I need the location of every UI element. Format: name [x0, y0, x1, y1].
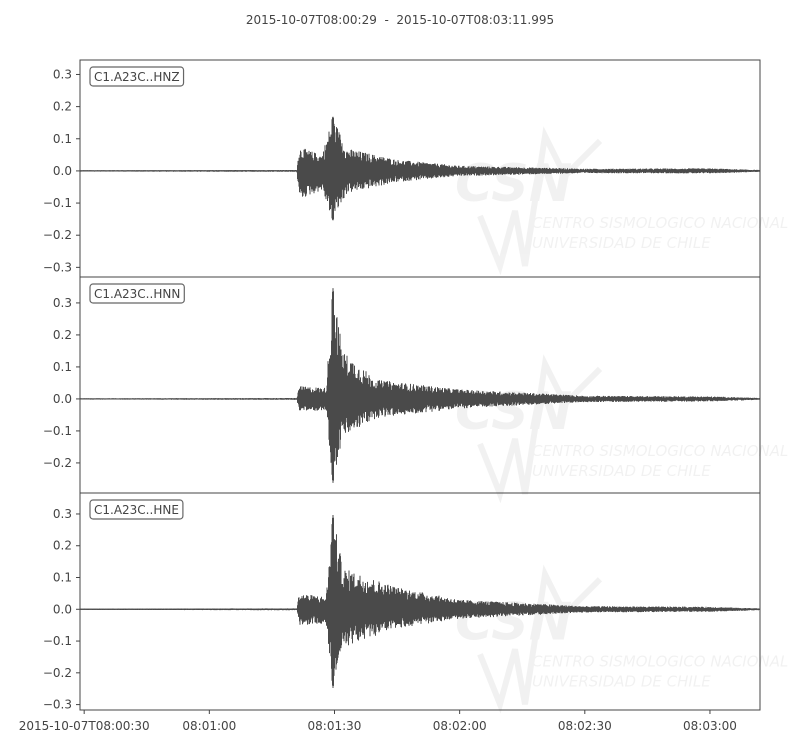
y-tick-label: 0.2: [53, 328, 72, 342]
watermark-line1: CENTRO SISMOLOGICO NACIONAL: [532, 442, 788, 460]
trace-label-box: [89, 499, 184, 520]
x-tick-label: 08:01:00: [182, 719, 236, 733]
watermark-wave: [477, 564, 603, 714]
trace-label: C1.A23C..HNZ: [89, 66, 185, 87]
y-tick-label: 0.1: [53, 132, 72, 146]
x-tick-label: 08:02:30: [558, 719, 612, 733]
y-tick-label: −0.1: [43, 196, 72, 210]
trace-label-box: [89, 283, 185, 304]
y-tick-label: −0.1: [43, 634, 72, 648]
axes-frame: [79, 492, 761, 711]
chart-title: 2015-10-07T08:00:29 - 2015-10-07T08:03:1…: [245, 13, 555, 27]
waveform-trace: [80, 116, 760, 221]
watermark-logo-text: CSN: [455, 154, 572, 214]
trace-label-text: C1.A23C..HNN: [94, 287, 180, 301]
trace-label: C1.A23C..HNN: [89, 283, 185, 304]
y-tick-label: 0.0: [53, 164, 72, 178]
watermark-line2: UNIVERSIDAD DE CHILE: [532, 462, 711, 480]
y-tick-label: 0.0: [53, 392, 72, 406]
watermark-wave: [477, 354, 603, 504]
y-tick-label: 0.2: [53, 539, 72, 553]
watermark-wave: [477, 126, 603, 276]
y-tick-label: −0.2: [43, 666, 72, 680]
x-tick-label: 08:01:30: [308, 719, 362, 733]
trace-label-box: [89, 66, 185, 87]
x-tick-label: 08:03:00: [683, 719, 737, 733]
y-tick-label: 0.3: [53, 67, 72, 81]
watermark-line2: UNIVERSIDAD DE CHILE: [532, 672, 711, 690]
watermark-line1: CENTRO SISMOLOGICO NACIONAL: [532, 652, 788, 670]
y-tick-label: −0.1: [43, 424, 72, 438]
y-tick-label: −0.2: [43, 456, 72, 470]
watermark-logo-text: CSN: [455, 382, 572, 442]
y-tick-label: −0.2: [43, 228, 72, 242]
trace-label-text: C1.A23C..HNE: [94, 503, 179, 517]
x-tick-label: 2015-10-07T08:00:30: [19, 719, 150, 733]
y-tick-label: −0.3: [43, 260, 72, 274]
watermark-line1: CENTRO SISMOLOGICO NACIONAL: [532, 214, 788, 232]
y-tick-label: 0.0: [53, 602, 72, 616]
trace-label-text: C1.A23C..HNZ: [94, 70, 180, 84]
x-tick-label: 08:02:00: [433, 719, 487, 733]
trace-label: C1.A23C..HNE: [89, 499, 184, 520]
y-tick-label: 0.3: [53, 507, 72, 521]
watermark-logo-text: CSN: [455, 592, 572, 652]
axes-frame: [79, 276, 761, 494]
y-tick-label: 0.2: [53, 100, 72, 114]
y-tick-label: 0.1: [53, 571, 72, 585]
y-tick-label: −0.3: [43, 698, 72, 712]
y-tick-label: 0.1: [53, 360, 72, 374]
y-tick-label: 0.3: [53, 296, 72, 310]
watermark-line2: UNIVERSIDAD DE CHILE: [532, 234, 711, 252]
